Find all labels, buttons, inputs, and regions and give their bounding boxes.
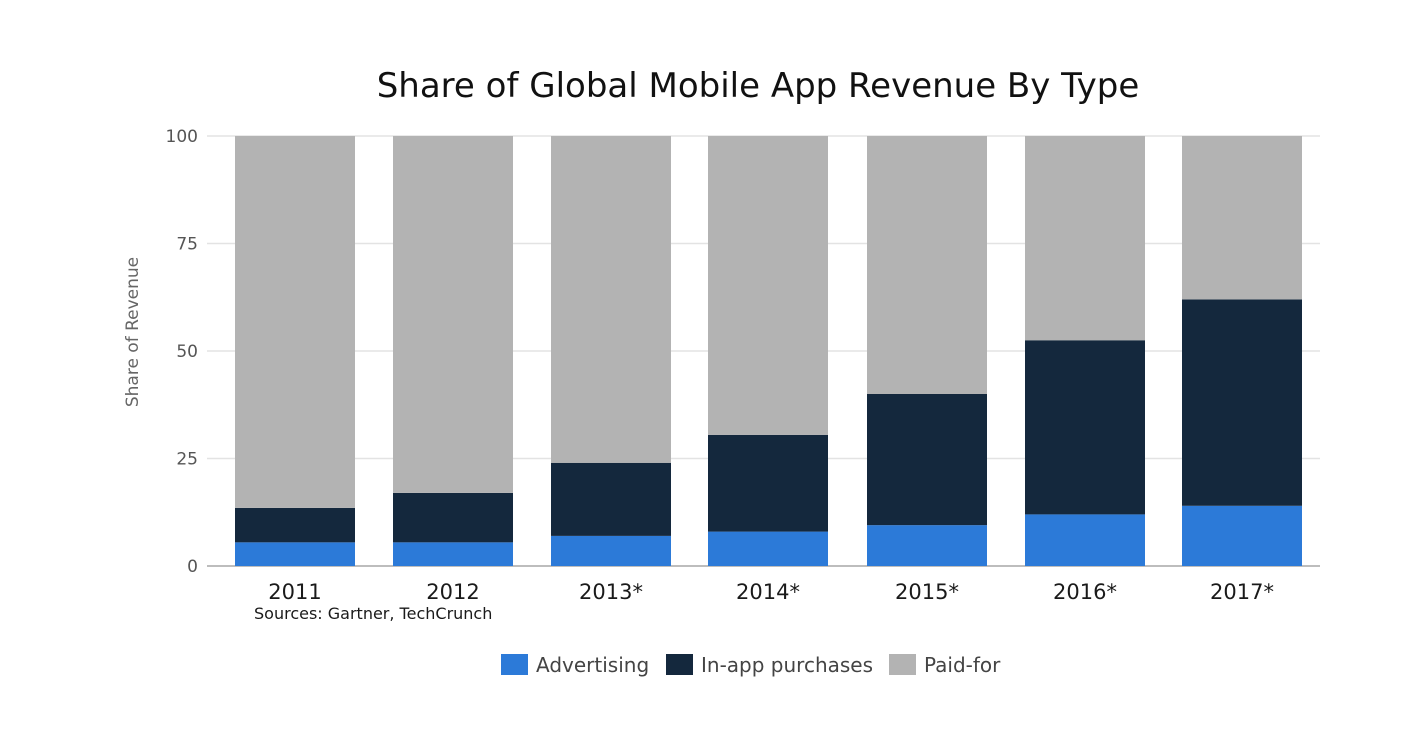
bar-in-app-purchases bbox=[1025, 340, 1145, 515]
bar-advertising bbox=[867, 525, 987, 566]
x-tick-label: 2017* bbox=[1210, 580, 1274, 604]
bar-in-app-purchases bbox=[1182, 299, 1302, 506]
bar-paid-for bbox=[235, 136, 355, 508]
bar-in-app-purchases bbox=[867, 394, 987, 526]
x-tick-label: 2013* bbox=[579, 580, 643, 604]
source-note: Sources: Gartner, TechCrunch bbox=[254, 604, 492, 623]
bar-paid-for bbox=[1182, 136, 1302, 300]
x-tick-label: 2015* bbox=[895, 580, 959, 604]
legend-swatch bbox=[666, 654, 693, 675]
y-tick-label: 25 bbox=[176, 450, 198, 470]
bar-paid-for bbox=[393, 136, 513, 493]
bar-in-app-purchases bbox=[551, 462, 671, 536]
legend-label: In-app purchases bbox=[701, 653, 873, 677]
bar-advertising bbox=[708, 531, 828, 566]
bar-advertising bbox=[1182, 505, 1302, 566]
bar-paid-for bbox=[1025, 136, 1145, 341]
y-tick-label: 0 bbox=[187, 557, 198, 577]
bar-advertising bbox=[235, 542, 355, 566]
bar-paid-for bbox=[551, 136, 671, 463]
bar-in-app-purchases bbox=[708, 434, 828, 532]
x-tick-label: 2011 bbox=[268, 580, 321, 604]
legend-label: Paid-for bbox=[924, 653, 1001, 677]
bar-advertising bbox=[393, 542, 513, 566]
bar-paid-for bbox=[867, 136, 987, 394]
bar-paid-for bbox=[708, 136, 828, 435]
legend-swatch bbox=[501, 654, 528, 675]
bar-in-app-purchases bbox=[393, 492, 513, 543]
legend: Advertising In-app purchases Paid-for bbox=[501, 653, 1001, 677]
y-tick-label: 50 bbox=[176, 342, 198, 362]
bar-advertising bbox=[1025, 514, 1145, 566]
legend-label: Advertising bbox=[536, 653, 649, 677]
y-axis-ticks: 0 25 50 75 100 bbox=[166, 127, 198, 577]
bar-advertising bbox=[551, 535, 671, 566]
y-tick-label: 100 bbox=[166, 127, 198, 147]
x-axis-ticks: 2011 2012 2013* 2014* 2015* 2016* 2017* bbox=[268, 580, 1274, 604]
chart-title: Share of Global Mobile App Revenue By Ty… bbox=[377, 66, 1140, 106]
y-axis-label: Share of Revenue bbox=[123, 257, 143, 407]
legend-swatch bbox=[889, 654, 916, 675]
x-tick-label: 2014* bbox=[736, 580, 800, 604]
x-tick-label: 2012 bbox=[426, 580, 479, 604]
x-tick-label: 2016* bbox=[1053, 580, 1117, 604]
y-tick-label: 75 bbox=[176, 235, 198, 255]
bars bbox=[235, 136, 1302, 566]
bar-in-app-purchases bbox=[235, 507, 355, 543]
